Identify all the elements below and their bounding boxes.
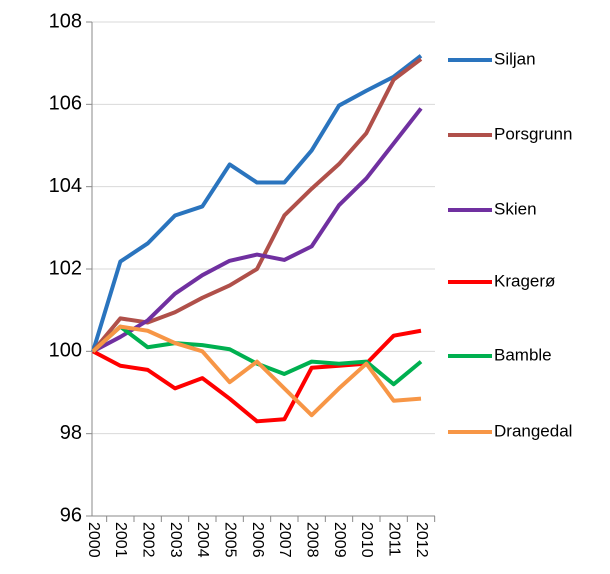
series-line — [91, 57, 423, 353]
x-tick-label: 2003 — [167, 522, 184, 558]
legend-label: Drangedal — [494, 421, 572, 440]
x-tick-label: 2007 — [276, 522, 293, 558]
legend-label: Skien — [494, 199, 537, 218]
x-tick-label: 2008 — [303, 522, 320, 558]
x-tick-label: 2004 — [194, 522, 211, 558]
x-tick-label: 2002 — [139, 522, 156, 558]
x-tick-label: 2000 — [85, 522, 102, 558]
x-tick-label: 2005 — [221, 522, 238, 558]
y-tick-label: 104 — [49, 175, 82, 197]
x-tick-label: 2011 — [385, 522, 402, 557]
y-tick-label: 108 — [49, 10, 82, 32]
legend-label: Siljan — [494, 49, 536, 68]
x-tick-label: 2006 — [249, 522, 266, 558]
legend-label: Bamble — [494, 345, 552, 364]
x-tick-label: 2001 — [112, 522, 129, 558]
x-tick-label: 2012 — [413, 522, 430, 558]
x-tick-label: 2010 — [358, 522, 375, 558]
y-tick-label: 100 — [49, 340, 82, 362]
legend-label: Kragerø — [494, 271, 555, 290]
series-line — [91, 54, 423, 352]
series-line — [92, 107, 423, 354]
x-tick-label: 2009 — [331, 522, 348, 558]
legend-label: Porsgrunn — [494, 124, 572, 143]
y-tick-label: 106 — [49, 93, 82, 115]
y-tick-label: 96 — [60, 504, 82, 526]
y-tick-label: 98 — [60, 422, 82, 444]
y-tick-label: 102 — [49, 257, 82, 279]
series-line — [91, 324, 422, 418]
